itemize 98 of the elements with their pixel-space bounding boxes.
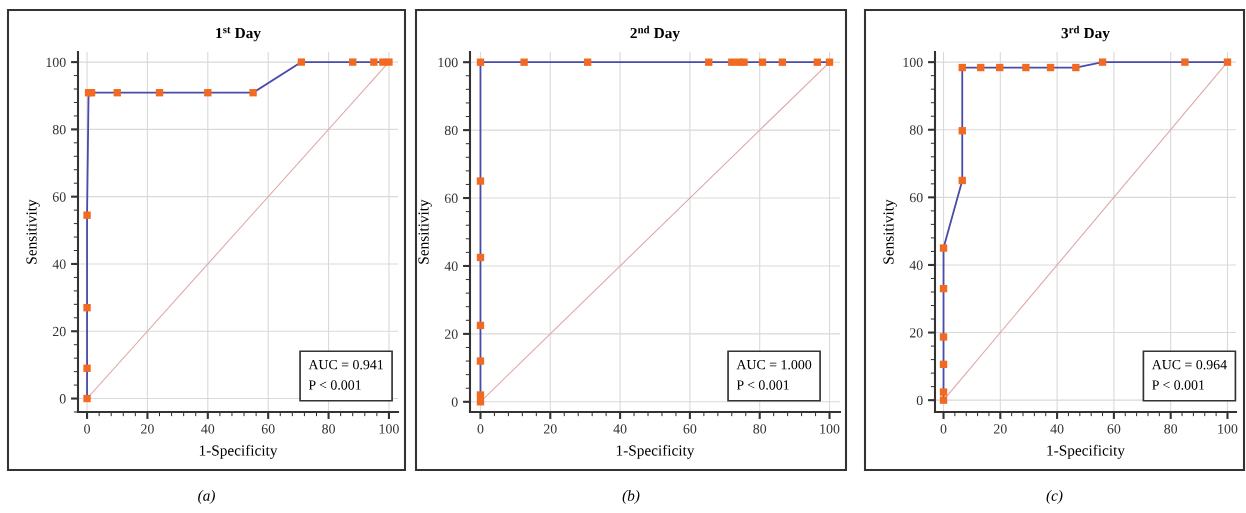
x-tick-label: 40 [613, 424, 627, 434]
text: (c) [1046, 490, 1063, 504]
point [476, 253, 485, 262]
point [778, 58, 787, 66]
x-tick-label: 40 [201, 424, 215, 434]
x-tick-label: 0 [84, 424, 90, 434]
point [728, 58, 736, 66]
point [958, 176, 966, 185]
x-tick-label: 0 [477, 424, 484, 434]
y-axis-title: Sensitivity [883, 199, 897, 264]
y-tick-label: 40 [444, 261, 458, 271]
point [113, 89, 121, 97]
point [1223, 58, 1232, 66]
y-tick-label: 80 [909, 125, 923, 135]
x-tick-label: 80 [1164, 424, 1178, 434]
point [977, 63, 985, 72]
point [958, 127, 966, 135]
point [758, 58, 767, 66]
point [825, 58, 834, 66]
x-axis-title: 1-Specificity [1047, 444, 1125, 459]
x-tick-label: 40 [1050, 424, 1064, 434]
point [83, 394, 91, 403]
point [83, 364, 91, 372]
chart-title: 3$^{rd}$ Day [1061, 25, 1110, 42]
point [1098, 58, 1107, 66]
y-tick-label: 0 [451, 397, 458, 407]
text: (a) [198, 490, 215, 504]
x-axis-title: 1-Specificity [199, 444, 278, 459]
y-tick-label: 40 [52, 259, 66, 269]
y-tick-label: 20 [909, 328, 923, 338]
annotation: P < 0.001 [1152, 380, 1205, 390]
point [939, 360, 948, 369]
y-tick-label: 0 [59, 394, 66, 404]
annotation: AUC = 0.964 [1151, 359, 1227, 370]
annotation: AUC = 0.941 [308, 359, 383, 370]
y-tick-label: 40 [909, 260, 923, 270]
point [476, 321, 485, 330]
point [249, 89, 257, 97]
point [939, 396, 948, 404]
point [958, 63, 966, 72]
x-tick-label: 80 [322, 424, 335, 434]
y-tick-label: 20 [444, 329, 458, 339]
point [1022, 63, 1030, 72]
y-tick-label: 20 [52, 326, 66, 337]
point [813, 58, 821, 66]
chart-title: 2$^{nd}$ Day [630, 25, 680, 42]
y-tick-label: 80 [444, 125, 458, 136]
x-tick-label: 20 [543, 424, 557, 434]
point [1072, 63, 1080, 72]
y-tick-label: 100 [903, 57, 923, 68]
y-axis-title: Sensitivity [418, 199, 432, 264]
text: (b) [622, 490, 640, 504]
point [939, 388, 948, 396]
x-tick-label: 20 [141, 424, 154, 434]
y-tick-label: 60 [52, 192, 66, 202]
point [297, 58, 306, 66]
y-tick-label: 60 [444, 193, 458, 203]
point [476, 58, 485, 66]
y-tick-label: 80 [52, 124, 66, 135]
point [520, 58, 528, 66]
annotation: P < 0.001 [736, 380, 789, 390]
x-tick-label: 80 [753, 424, 767, 434]
y-tick-label: 0 [916, 395, 923, 406]
point [939, 244, 948, 252]
point [939, 284, 948, 293]
x-axis-title: 1-Specificity [616, 444, 695, 459]
point [204, 89, 212, 97]
y-tick-label: 100 [46, 57, 66, 68]
x-tick-label: 100 [820, 424, 840, 434]
y-tick-label: 60 [909, 192, 923, 203]
point [83, 304, 91, 312]
point [476, 357, 485, 365]
y-tick-label: 100 [438, 57, 458, 68]
y-axis-title: Sensitivity [26, 199, 40, 264]
annotation: AUC = 1.000 [736, 359, 812, 370]
chart-title: 1$^{st}$ Day [216, 27, 261, 42]
x-tick-label: 0 [940, 424, 947, 434]
point [349, 58, 357, 66]
x-tick-label: 60 [1107, 424, 1121, 434]
point [996, 63, 1004, 72]
point [740, 58, 748, 66]
point [83, 211, 91, 219]
x-tick-label: 60 [683, 424, 697, 434]
x-tick-label: 60 [261, 424, 275, 434]
annotation: P < 0.001 [308, 380, 361, 390]
point [476, 177, 485, 185]
point [476, 391, 485, 399]
point [370, 58, 378, 66]
x-tick-label: 100 [379, 424, 399, 434]
x-tick-label: 100 [1218, 424, 1238, 434]
point [385, 58, 393, 66]
point [155, 89, 164, 97]
point [939, 333, 948, 341]
point [705, 58, 713, 66]
x-tick-label: 20 [993, 424, 1007, 434]
point [583, 58, 592, 66]
point [1181, 58, 1189, 66]
point [1046, 63, 1055, 72]
